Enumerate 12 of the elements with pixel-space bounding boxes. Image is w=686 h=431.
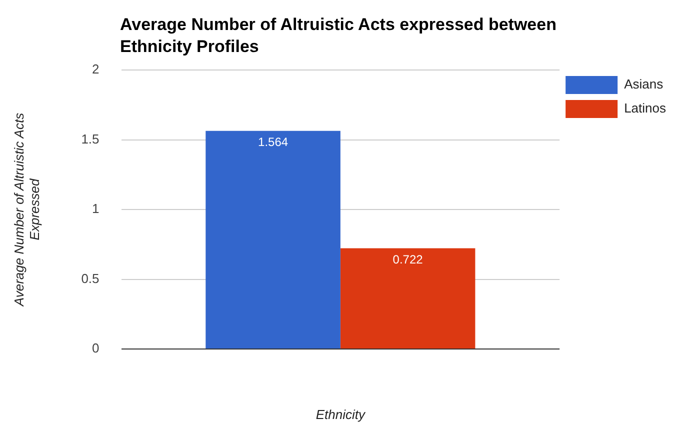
y-tick-label: 1.5 bbox=[81, 131, 100, 146]
y-tick-label: 2 bbox=[92, 62, 100, 77]
y-tick-label: 0.5 bbox=[81, 270, 100, 286]
legend-label: Latinos bbox=[624, 100, 666, 116]
y-tick-label: 1 bbox=[92, 201, 100, 216]
y-tick-label: 0 bbox=[92, 340, 100, 356]
y-axis-title: Average Number of Altruistic Acts Expressed bbox=[11, 112, 42, 308]
chart-title: Average Number of Altruistic Acts expressed between Ethnicity Profiles bbox=[120, 14, 558, 58]
x-axis-title: Ethnicity bbox=[316, 406, 366, 422]
legend-label: Asians bbox=[624, 76, 664, 92]
data-label: 0.722 bbox=[392, 252, 424, 267]
data-label: 1.564 bbox=[258, 135, 288, 150]
